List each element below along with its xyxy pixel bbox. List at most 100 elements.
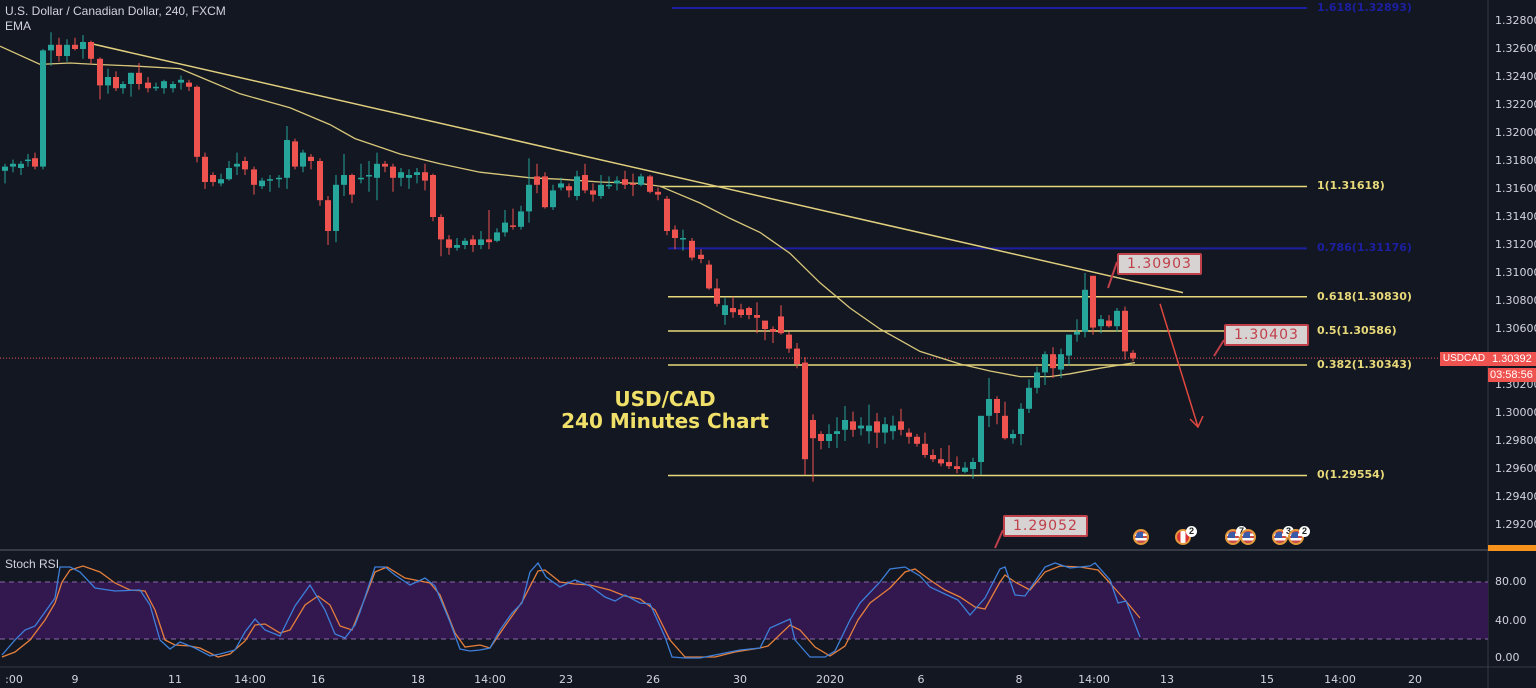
price-tick: 1.31200: [1495, 238, 1536, 251]
candle: [738, 303, 744, 318]
stoch-rsi-label[interactable]: Stoch RSI: [5, 557, 60, 571]
projection-arrow[interactable]: [1159, 303, 1199, 428]
candle: [590, 183, 596, 202]
candle: [218, 173, 224, 187]
candle: [276, 175, 282, 188]
candle: [145, 77, 151, 93]
us-flag-icon[interactable]: [1133, 529, 1149, 545]
candle: [518, 205, 524, 230]
price-tick: 1.32400: [1495, 70, 1536, 83]
candle: [874, 413, 880, 448]
candle: [655, 187, 661, 201]
callout-pointer: [994, 529, 1004, 549]
price-callout[interactable]: 1.29052: [1003, 515, 1088, 537]
chart-title-overlay: USD/CAD 240 Minutes Chart: [540, 388, 790, 432]
candle: [251, 166, 257, 195]
indicator-ema-label[interactable]: EMA: [5, 19, 32, 33]
title-pair: USD/CAD: [614, 387, 716, 411]
price-pane[interactable]: [0, 6, 1440, 549]
price-tick: 1.30600: [1495, 322, 1536, 335]
candle: [978, 415, 984, 475]
event-count-badge: 2: [1299, 526, 1310, 537]
price-callout[interactable]: 1.30903: [1117, 253, 1202, 275]
candle: [105, 68, 111, 94]
candle: [614, 176, 620, 191]
candle: [194, 85, 200, 163]
candle: [802, 357, 808, 475]
candle: [470, 235, 476, 252]
candle: [325, 196, 331, 245]
time-tick: 30: [733, 673, 747, 686]
time-tick: 15: [1260, 673, 1274, 686]
candle: [2, 163, 8, 184]
fib-label-0.382: 0.382(1.30343): [1317, 357, 1412, 371]
candle: [1026, 379, 1032, 413]
time-tick: 16: [311, 673, 325, 686]
candle: [374, 152, 380, 201]
bar-countdown: 03:58:56: [1488, 368, 1536, 382]
price-tick: 1.30800: [1495, 294, 1536, 307]
stoch-k-line: [1, 561, 1141, 659]
candle: [64, 39, 70, 62]
symbol-price-tag: USDCAD: [1440, 352, 1488, 366]
candle: [664, 196, 670, 236]
candle: [706, 260, 712, 290]
candle: [794, 343, 800, 369]
candle: [56, 37, 62, 62]
us-flag-icon[interactable]: [1240, 529, 1256, 545]
candle: [422, 163, 428, 191]
stoch-rsi-pane[interactable]: [0, 561, 1488, 659]
candle: [858, 417, 864, 436]
candle: [778, 305, 784, 335]
candle: [1122, 306, 1128, 360]
price-tick: 1.32800: [1495, 14, 1536, 27]
candle: [866, 404, 872, 444]
symbol-title[interactable]: U.S. Dollar / Canadian Dollar, 240, FXCM: [5, 4, 226, 18]
candle: [349, 173, 355, 203]
candle: [526, 158, 532, 223]
price-callout[interactable]: 1.30403: [1224, 324, 1309, 346]
candle: [202, 152, 208, 189]
candle: [882, 417, 888, 444]
candle: [80, 35, 86, 59]
trendline[interactable]: [89, 42, 1184, 294]
candle: [842, 406, 848, 441]
callout-pointer: [1107, 261, 1118, 289]
fib-label-1.618: 1.618(1.32893): [1317, 0, 1412, 14]
candle: [494, 228, 500, 243]
candle: [762, 320, 768, 341]
candle: [1010, 429, 1016, 444]
candle: [18, 161, 24, 175]
price-tick: 1.31000: [1495, 266, 1536, 279]
candle: [210, 172, 216, 187]
candle: [914, 434, 920, 447]
candle: [638, 173, 644, 187]
fib-label-0.5: 0.5(1.30586): [1317, 323, 1397, 337]
fib-label-0.786: 0.786(1.31176): [1317, 241, 1412, 255]
candle: [922, 432, 928, 458]
candle: [550, 184, 556, 210]
candle: [954, 456, 960, 474]
price-tick: 1.29400: [1495, 490, 1536, 503]
candle: [454, 238, 460, 251]
stoch-tick: 0.00: [1495, 651, 1520, 664]
candle: [25, 154, 31, 167]
candle: [1090, 275, 1096, 335]
price-tick: 1.31400: [1495, 210, 1536, 223]
candle: [161, 79, 167, 94]
candle: [890, 415, 896, 440]
candle: [566, 183, 572, 198]
candle: [226, 161, 232, 181]
candle: [647, 175, 653, 194]
candle: [136, 63, 142, 90]
time-tick: 9: [71, 673, 79, 686]
candle: [994, 396, 1000, 425]
time-tick: :00: [5, 673, 23, 686]
candle: [582, 163, 588, 194]
title-timeframe: 240 Minutes Chart: [561, 409, 769, 433]
time-tick: 14:00: [1324, 673, 1356, 686]
fib-label-0: 0(1.29554): [1317, 468, 1385, 482]
time-tick: 11: [168, 673, 182, 686]
candle: [284, 126, 290, 189]
time-tick: 6: [917, 673, 925, 686]
